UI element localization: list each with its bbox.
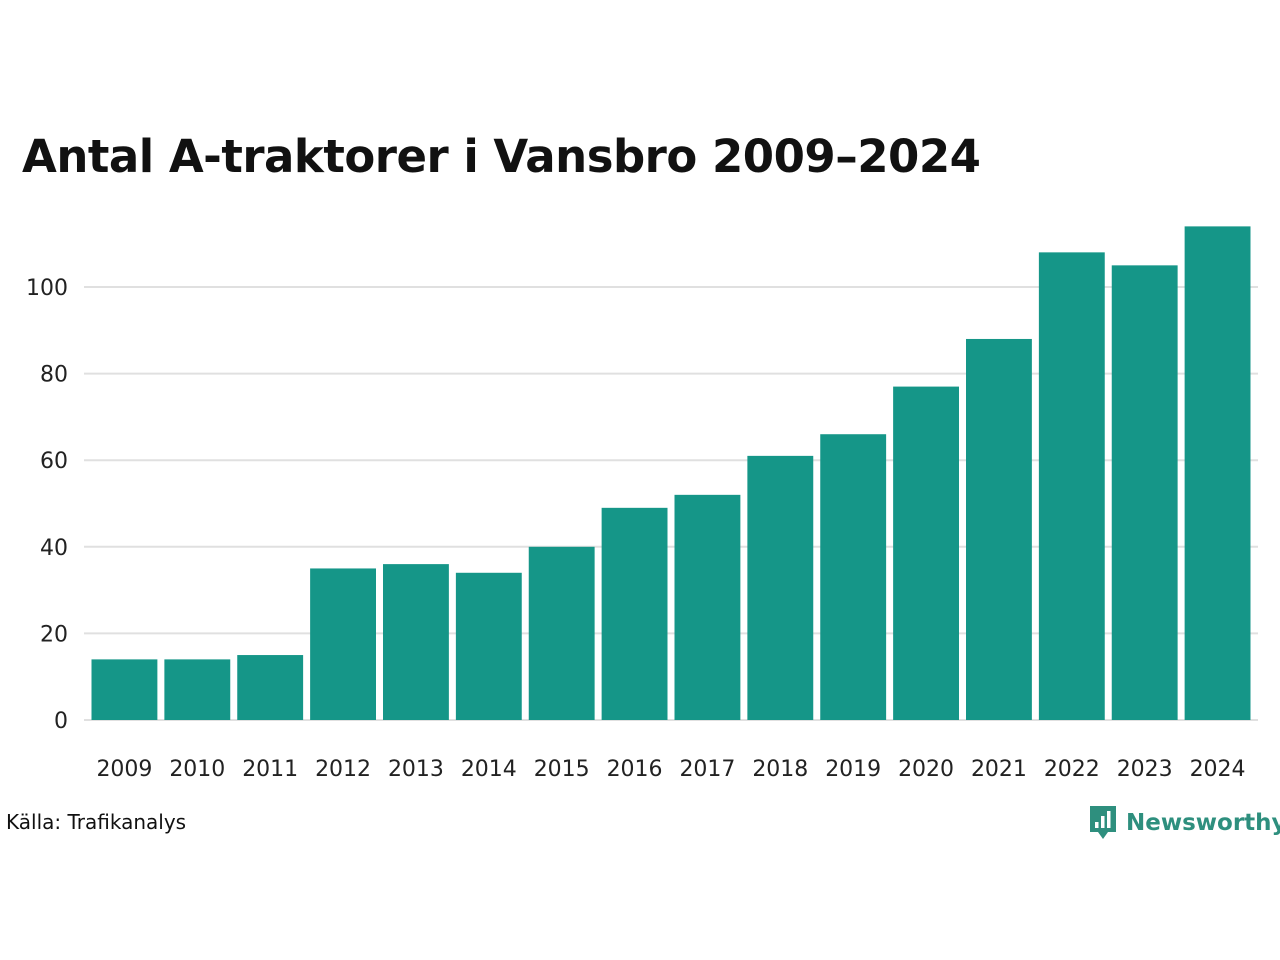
x-axis: 2009 2010 2011 2012 2013 2014 2015 2016 2017 2018… bbox=[96, 757, 1245, 782]
bar-2009 bbox=[91, 659, 158, 720]
bar-2013 bbox=[383, 564, 449, 720]
x-tick-label: 2018 bbox=[752, 757, 808, 782]
bar-2010 bbox=[164, 659, 231, 720]
bar-2018 bbox=[747, 455, 814, 720]
y-tick-label: 40 bbox=[40, 536, 68, 561]
x-tick-label: 2017 bbox=[679, 757, 735, 782]
x-tick-label: 2020 bbox=[898, 757, 954, 782]
bar-2015 bbox=[528, 546, 595, 720]
bar-2022 bbox=[1038, 252, 1105, 721]
x-tick-label: 2014 bbox=[461, 757, 517, 782]
x-tick-label: 2010 bbox=[169, 757, 225, 782]
bar-2021 bbox=[966, 338, 1032, 720]
bar-2012 bbox=[310, 568, 376, 720]
x-tick-label: 2011 bbox=[242, 757, 298, 782]
x-tick-label: 2024 bbox=[1190, 757, 1246, 782]
x-tick-label: 2016 bbox=[607, 757, 663, 782]
x-tick-label: 2015 bbox=[534, 757, 590, 782]
bars bbox=[91, 226, 1251, 721]
brand: Newsworthy bbox=[1088, 804, 1280, 842]
x-tick-label: 2023 bbox=[1117, 757, 1173, 782]
bar-2024 bbox=[1184, 226, 1251, 720]
y-tick-label: 20 bbox=[40, 622, 68, 647]
bar-2016 bbox=[601, 507, 668, 720]
x-tick-label: 2012 bbox=[315, 757, 371, 782]
y-tick-label: 100 bbox=[26, 276, 68, 301]
bar-2023 bbox=[1111, 265, 1178, 720]
bar-2017 bbox=[674, 494, 741, 720]
bar-2011 bbox=[237, 655, 304, 720]
y-tick-label: 80 bbox=[40, 363, 68, 388]
chart-title: Antal A-traktorer i Vansbro 2009–2024 bbox=[22, 130, 981, 183]
x-tick-label: 2013 bbox=[388, 757, 444, 782]
bar-2020 bbox=[893, 386, 959, 720]
x-tick-label: 2009 bbox=[96, 757, 152, 782]
source-note: Källa: Trafikanalys bbox=[6, 810, 187, 834]
y-tick-label: 0 bbox=[54, 709, 68, 734]
y-axis: 0 20 40 60 80 100 bbox=[26, 276, 68, 734]
x-tick-label: 2022 bbox=[1044, 757, 1100, 782]
bar-chart: 0 20 40 60 80 100 2009 2010 2011 2012 2013 2014 201… bbox=[26, 226, 1258, 782]
x-tick-label: 2021 bbox=[971, 757, 1027, 782]
bar-2014 bbox=[455, 572, 522, 720]
brand-name: Newsworthy bbox=[1126, 810, 1280, 836]
bar-2019 bbox=[820, 434, 887, 720]
x-tick-label: 2019 bbox=[825, 757, 881, 782]
y-tick-label: 60 bbox=[40, 449, 68, 474]
newsworthy-logo-icon bbox=[1090, 806, 1116, 839]
